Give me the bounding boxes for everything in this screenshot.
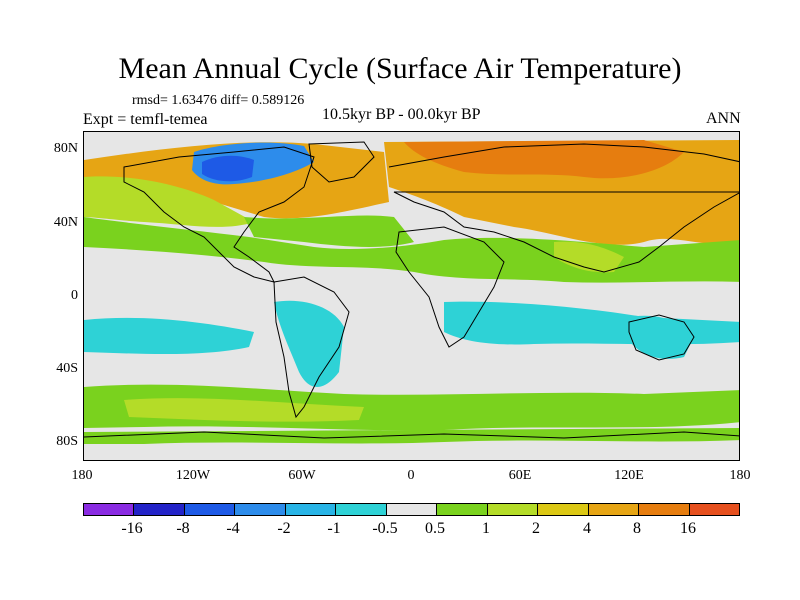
lat-label-40n: 40N bbox=[53, 215, 78, 230]
lat-label-0: 0 bbox=[71, 288, 78, 303]
australia-coastline bbox=[628, 314, 695, 361]
colorbar bbox=[83, 503, 741, 516]
colorbar-swatch bbox=[284, 503, 337, 516]
colorbar-label: 4 bbox=[583, 520, 591, 537]
colorbar-label: 8 bbox=[633, 520, 641, 537]
colorbar-swatch bbox=[537, 503, 589, 516]
chart-title: Mean Annual Cycle (Surface Air Temperatu… bbox=[118, 52, 682, 85]
colorbar-label: -16 bbox=[121, 520, 143, 537]
lon-label-60w: 60W bbox=[288, 468, 316, 483]
greenland-coastline bbox=[308, 141, 375, 183]
colorbar-swatch bbox=[133, 503, 185, 516]
colorbar-label: -8 bbox=[176, 520, 190, 537]
season-label: ANN bbox=[706, 110, 741, 127]
south-pacific-cyan-band bbox=[84, 317, 254, 355]
north-america-coastline bbox=[123, 146, 315, 283]
colorbar-swatch bbox=[436, 503, 488, 516]
north-pacific-yellow-zone bbox=[84, 176, 254, 227]
hudson-deep-cold-core bbox=[202, 155, 254, 182]
colorbar-swatch bbox=[83, 503, 135, 516]
colorbar-label: 0.5 bbox=[425, 520, 445, 537]
south-america-coastline bbox=[273, 276, 350, 419]
colorbar-label: -2 bbox=[277, 520, 291, 537]
colorbar-swatch bbox=[688, 503, 741, 516]
lon-label-180e: 180 bbox=[729, 468, 751, 483]
colorbar-swatch bbox=[486, 503, 539, 516]
colorbar-swatch bbox=[385, 503, 438, 516]
period-label: 10.5kyr BP - 00.0kyr BP bbox=[322, 106, 481, 123]
colorbar-label: 2 bbox=[532, 520, 540, 537]
lon-label-180w: 180 bbox=[71, 468, 93, 483]
lat-label-40s: 40S bbox=[56, 361, 78, 376]
colorbar-label: -0.5 bbox=[372, 520, 398, 537]
colorbar-swatch bbox=[183, 503, 236, 516]
temperature-anomaly-map bbox=[83, 131, 740, 461]
lat-label-80n: 80N bbox=[53, 141, 78, 156]
africa-coastline bbox=[395, 226, 505, 348]
lon-label-120w: 120W bbox=[175, 468, 211, 483]
colorbar-swatch bbox=[335, 503, 387, 516]
antarctic-green-rim bbox=[84, 428, 739, 444]
lat-label-80s: 80S bbox=[56, 434, 78, 449]
eurasia-dark-orange-core bbox=[404, 140, 684, 179]
colorbar-label: 1 bbox=[482, 520, 490, 537]
antarctica-coastline bbox=[84, 431, 739, 439]
india-yellow-zone bbox=[554, 241, 624, 273]
experiment-label: Expt = temfl-temea bbox=[83, 111, 208, 128]
north-atlantic-green-zone bbox=[244, 215, 414, 247]
coastline-outlines bbox=[84, 141, 739, 439]
colorbar-swatch bbox=[638, 503, 690, 516]
lon-label-60e: 60E bbox=[508, 468, 532, 483]
southern-ocean-yellow-band bbox=[124, 398, 364, 422]
colorbar-swatch bbox=[234, 503, 286, 516]
lon-label-0: 0 bbox=[407, 468, 415, 483]
colorbar-label: -1 bbox=[327, 520, 341, 537]
lon-label-120e: 120E bbox=[614, 468, 644, 483]
australia-cyan-zone bbox=[629, 315, 694, 359]
eurasia-coastline bbox=[388, 143, 739, 273]
rmsd-diff-stats: rmsd= 1.63476 diff= 0.589126 bbox=[132, 93, 305, 108]
colorbar-label: -4 bbox=[226, 520, 240, 537]
colorbar-label: 16 bbox=[680, 520, 696, 537]
colorbar-swatch bbox=[587, 503, 640, 516]
